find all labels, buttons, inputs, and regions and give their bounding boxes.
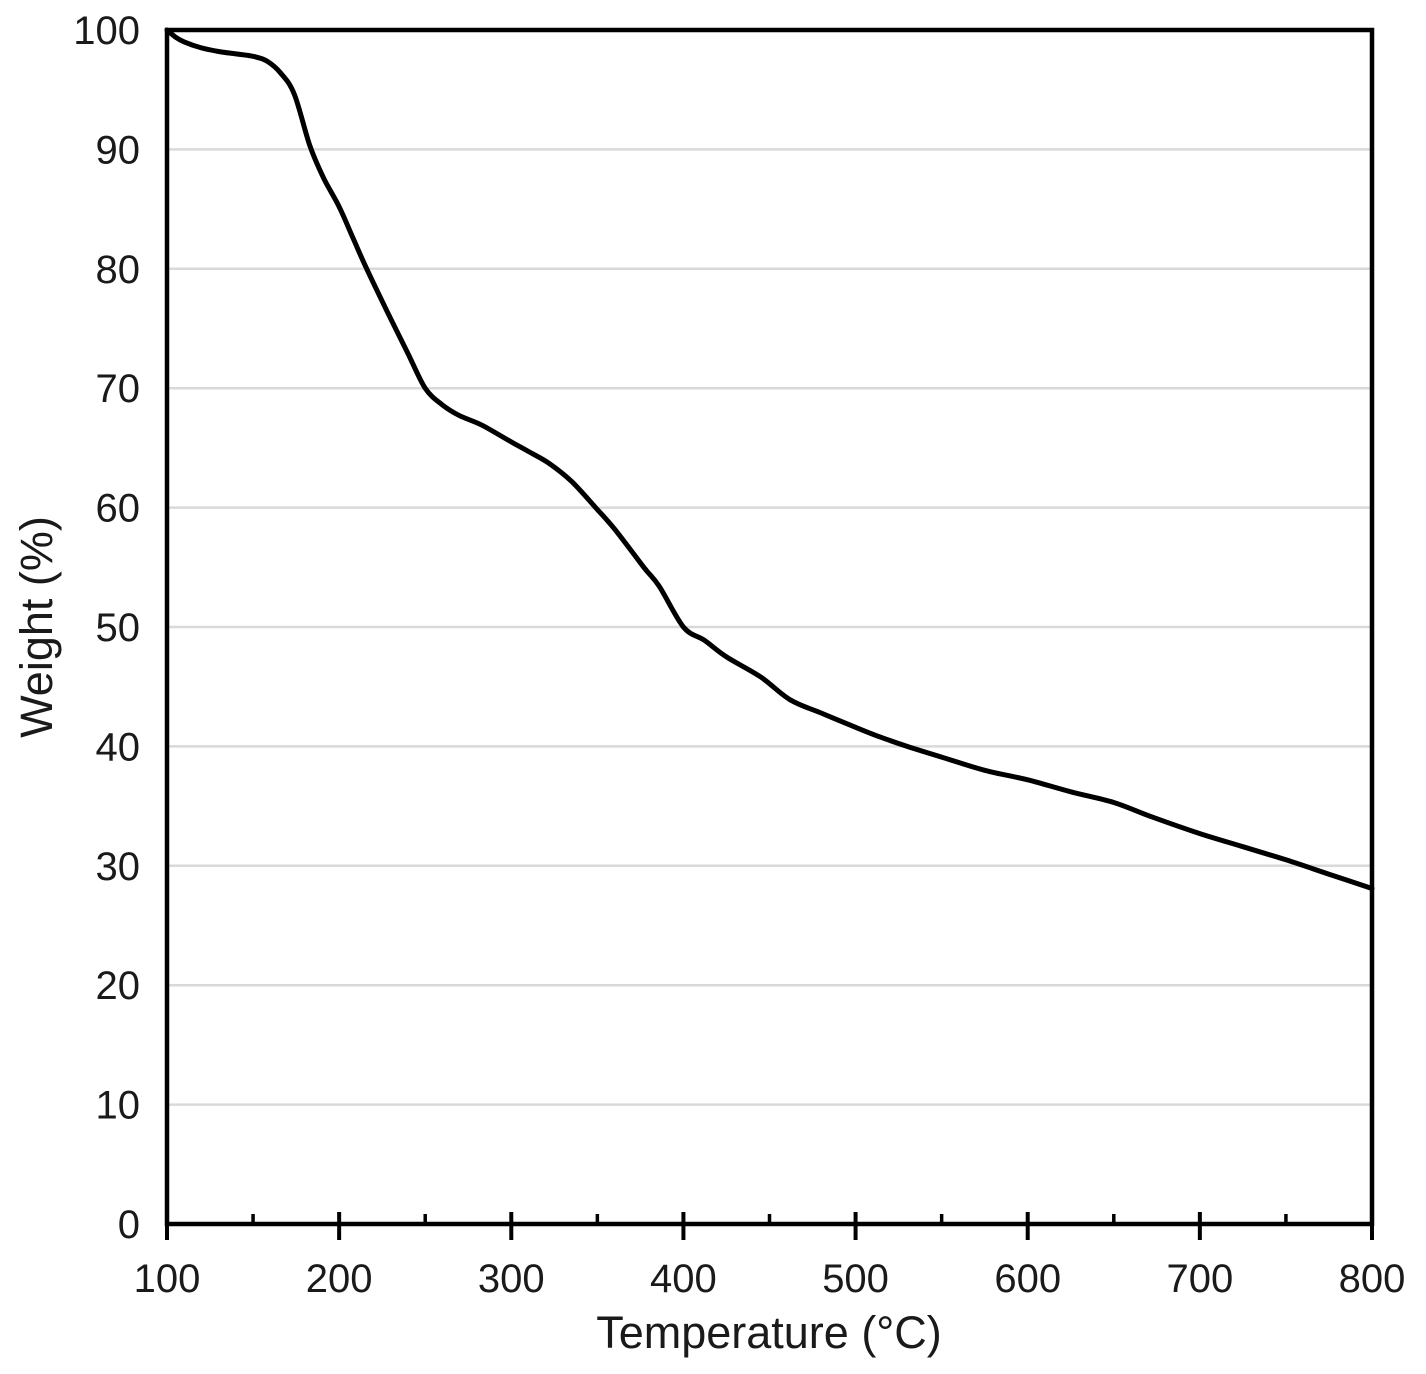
- tga-weight-curve: [164, 27, 1375, 891]
- x-axis-title: Temperature (°C): [596, 1307, 942, 1358]
- x-axis-ticks: [165, 1212, 1374, 1240]
- y-tick-label: 50: [96, 606, 141, 650]
- y-tick-label: 30: [96, 845, 141, 889]
- y-tick-label: 90: [96, 128, 141, 172]
- x-tick-label: 100: [134, 1257, 201, 1301]
- y-tick-label: 10: [96, 1084, 141, 1128]
- x-tick-label: 800: [1339, 1257, 1406, 1301]
- y-tick-label: 70: [96, 367, 141, 411]
- x-tick-label: 600: [994, 1257, 1061, 1301]
- x-tick-label: 400: [650, 1257, 717, 1301]
- y-tick-label: 0: [118, 1203, 140, 1247]
- y-axis-title: Weight (%): [11, 516, 62, 738]
- x-tick-label: 700: [1166, 1257, 1233, 1301]
- y-tick-label: 40: [96, 725, 141, 769]
- x-tick-label: 300: [478, 1257, 545, 1301]
- x-axis-tick-labels: 100 200 300 400 500 600 700 800: [134, 1257, 1406, 1301]
- x-tick-label: 500: [822, 1257, 889, 1301]
- x-tick-label: 200: [306, 1257, 373, 1301]
- y-tick-label: 20: [96, 964, 141, 1008]
- y-tick-label: 80: [96, 248, 141, 292]
- y-tick-label: 100: [73, 9, 140, 53]
- y-tick-label: 60: [96, 487, 141, 531]
- horizontal-gridlines: [167, 148, 1372, 1106]
